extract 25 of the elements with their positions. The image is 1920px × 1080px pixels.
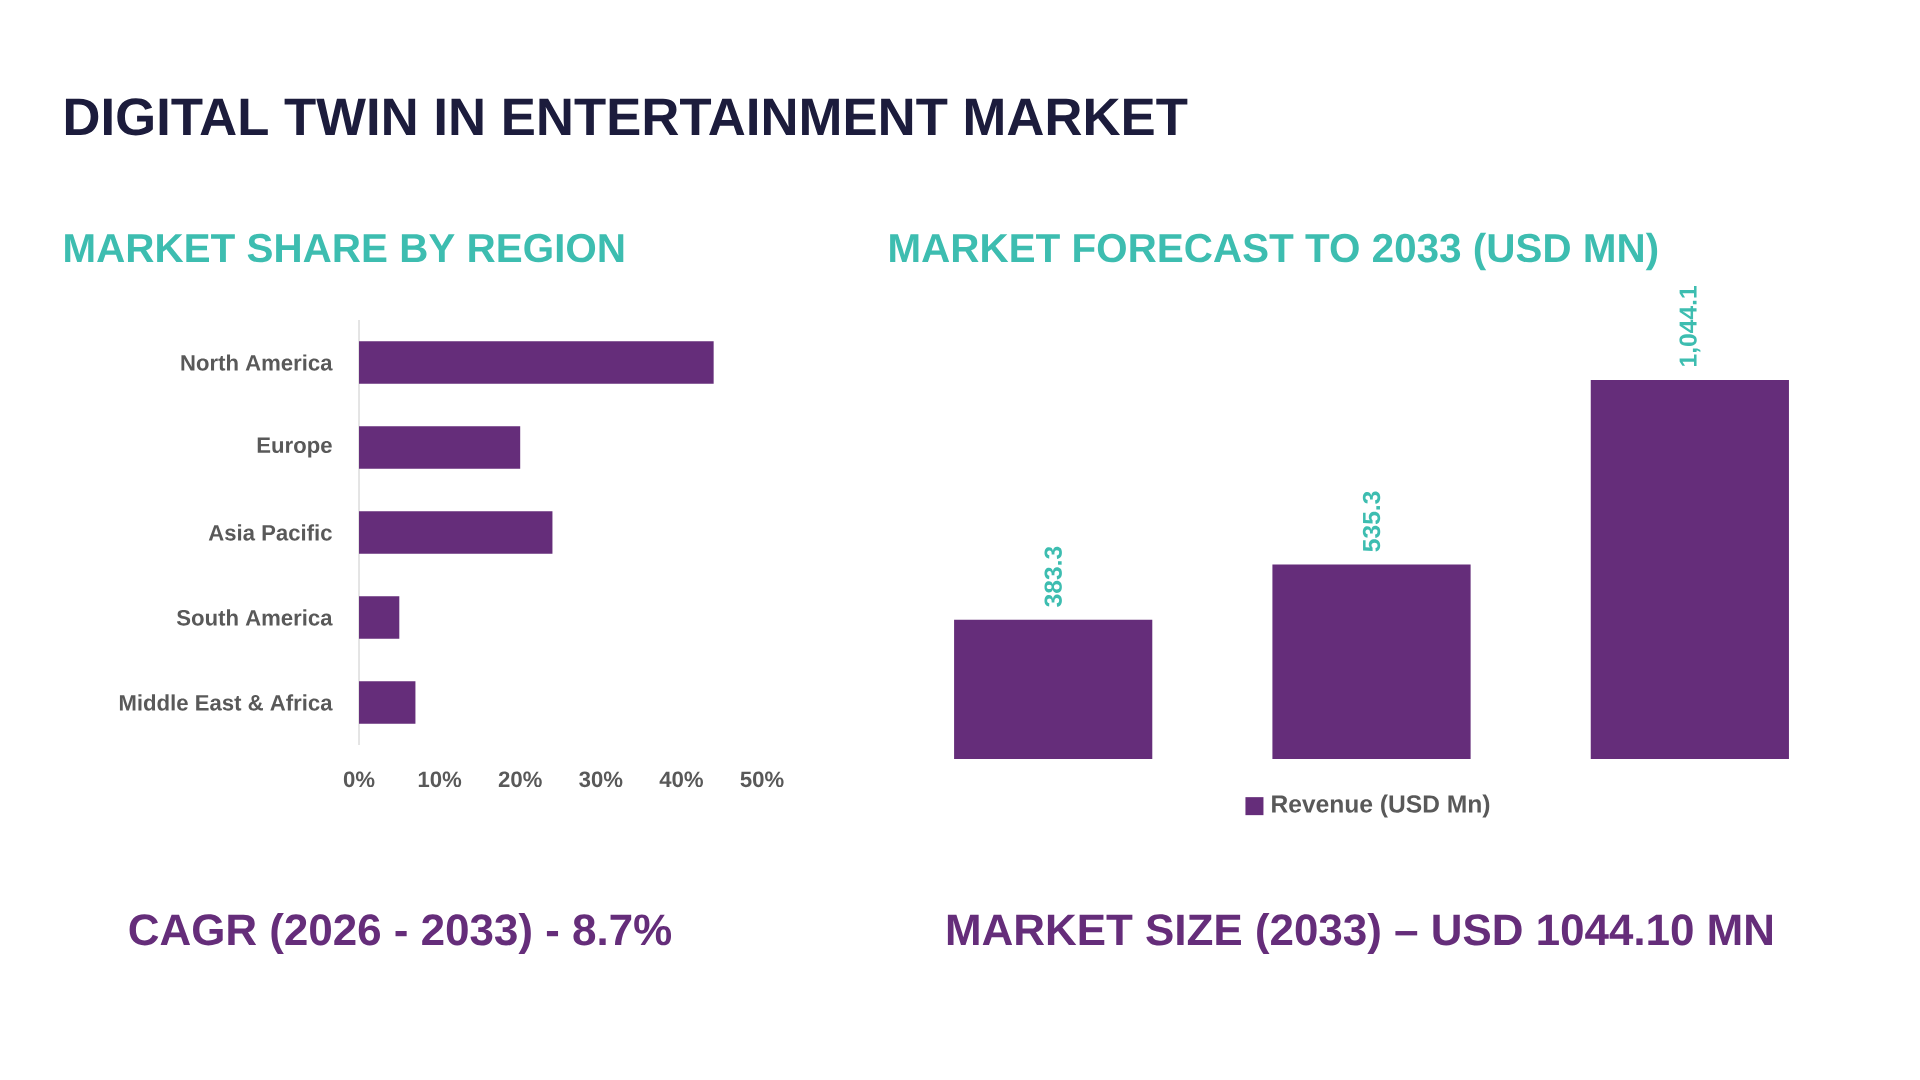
x-tick-label: 50% [740,771,784,788]
bar [359,511,553,554]
x-tick-label: 0% [343,771,375,788]
x-tick-label: 30% [579,771,623,788]
bar [359,426,521,469]
text: MARKET SIZE (2033) – USD 1044.10 MN [947,913,1772,955]
x-tick-label: 20% [498,771,542,788]
data-label: 1,044.1 [1679,286,1701,366]
text: CAGR (2026 - 2033) - 8.7% [129,913,672,955]
x-tick-label: 40% [659,771,703,788]
y-tick-label: Middle East & Africa [119,694,333,711]
y-tick-label: Asia Pacific [208,524,332,541]
legend-label: Revenue (USD Mn) [1272,794,1490,818]
data-label: 535.3 [1362,491,1381,552]
bar [359,341,714,384]
y-tick-label: North America [181,354,333,371]
bar [359,681,416,724]
bar [359,596,400,639]
y-tick-label: Europe [257,437,332,458]
data-label: 383.3 [1044,546,1062,607]
chart-subtitle: MARKET SHARE BY REGION [65,233,624,263]
x-tick-label: 10% [418,771,462,788]
chart-title: DIGITAL TWIN IN ENTERTAINMENT MARKET [65,98,1188,136]
chart-title: MARKET FORECAST TO 2033 (USD MN) [890,232,1658,271]
y-tick-label: South America [176,609,333,626]
